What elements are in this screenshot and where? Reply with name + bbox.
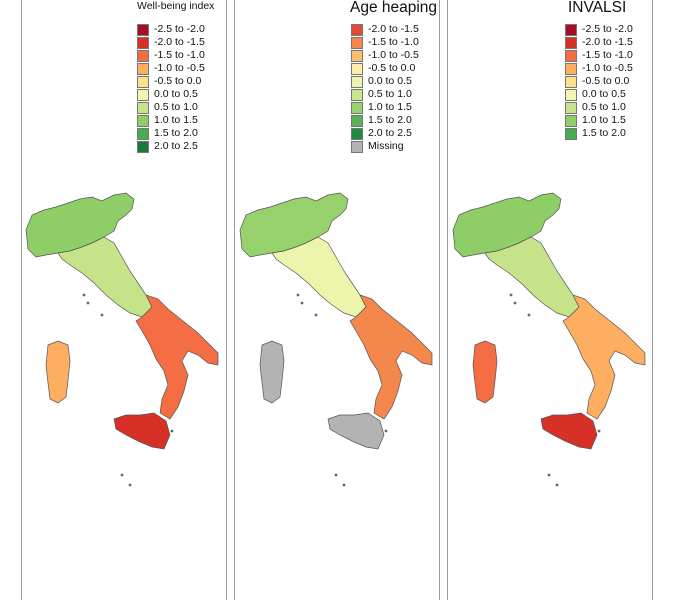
- region-sardinia: [472, 340, 498, 404]
- legend-label: -1.5 to -1.0: [154, 49, 205, 61]
- legend-label: -1.0 to -0.5: [154, 62, 205, 74]
- legend-swatch: [565, 128, 577, 140]
- region-sicily: [327, 412, 385, 450]
- small-island: [296, 293, 300, 297]
- legend-swatch: [137, 63, 149, 75]
- legend-label: 1.0 to 1.5: [368, 101, 412, 113]
- small-island: [384, 429, 388, 433]
- small-island: [82, 293, 86, 297]
- small-island: [509, 293, 513, 297]
- legend-swatch: [137, 76, 149, 88]
- legend-swatch: [565, 37, 577, 49]
- legend-swatch: [137, 24, 149, 36]
- legend-swatch: [565, 102, 577, 114]
- legend-label: 2.0 to 2.5: [154, 140, 198, 152]
- legend-label: -0.5 to 0.0: [368, 62, 416, 74]
- region-north: [25, 192, 135, 258]
- panel-title-age-heaping: Age heaping: [350, 0, 438, 16]
- legend-swatch: [351, 102, 363, 114]
- legend-swatch: [565, 50, 577, 62]
- region-sardinia: [45, 340, 71, 404]
- map-age-heaping: [239, 192, 433, 487]
- legend-swatch: [351, 63, 363, 75]
- region-south: [349, 294, 433, 420]
- legend-label: -1.0 to -0.5: [368, 49, 419, 61]
- legend-label: 0.5 to 1.0: [154, 101, 198, 113]
- panel-invalsi-frame: [447, 0, 653, 600]
- small-island: [513, 301, 517, 305]
- small-island: [334, 473, 338, 477]
- legend-swatch: [137, 50, 149, 62]
- legend-label: 1.5 to 2.0: [154, 127, 198, 139]
- map-well-being: [25, 192, 219, 487]
- region-south: [562, 294, 646, 420]
- legend-label: -2.0 to -1.5: [368, 23, 419, 35]
- legend-label: -1.5 to -1.0: [582, 49, 633, 61]
- legend-label: 0.0 to 0.5: [368, 75, 412, 87]
- small-island: [300, 301, 304, 305]
- legend-swatch: [565, 63, 577, 75]
- legend-swatch: [351, 141, 363, 153]
- region-sicily: [540, 412, 598, 450]
- small-island: [86, 301, 90, 305]
- legend-swatch: [565, 89, 577, 101]
- legend-label: 1.5 to 2.0: [368, 114, 412, 126]
- legend-swatch: [351, 50, 363, 62]
- panel-title-well-being: Well-being index: [137, 0, 215, 12]
- legend-label: 1.5 to 2.0: [582, 127, 626, 139]
- small-island: [527, 313, 531, 317]
- small-island: [170, 429, 174, 433]
- legend-swatch: [351, 115, 363, 127]
- region-sardinia: [259, 340, 285, 404]
- small-island: [342, 483, 346, 487]
- region-north: [239, 192, 349, 258]
- small-island: [597, 429, 601, 433]
- legend-swatch: [351, 89, 363, 101]
- small-island: [120, 473, 124, 477]
- legend-label: 1.0 to 1.5: [154, 114, 198, 126]
- small-island: [100, 313, 104, 317]
- legend-label: -2.0 to -1.5: [154, 36, 205, 48]
- legend-swatch: [565, 76, 577, 88]
- legend-swatch: [351, 76, 363, 88]
- panel-age-heaping-frame: [234, 0, 440, 600]
- legend-label: 0.5 to 1.0: [368, 88, 412, 100]
- region-south: [135, 294, 219, 420]
- legend-swatch: [137, 37, 149, 49]
- region-north: [452, 192, 562, 258]
- panel-well-being-frame: [21, 0, 227, 600]
- legend-label: 0.0 to 0.5: [154, 88, 198, 100]
- legend-swatch: [137, 128, 149, 140]
- legend-label: -2.0 to -1.5: [582, 36, 633, 48]
- region-sicily: [113, 412, 171, 450]
- legend-label: -0.5 to 0.0: [582, 75, 630, 87]
- small-island: [547, 473, 551, 477]
- small-island: [555, 483, 559, 487]
- legend-swatch: [351, 24, 363, 36]
- panel-title-invalsi: INVALSI: [568, 0, 627, 16]
- legend-swatch: [565, 115, 577, 127]
- map-invalsi: [452, 192, 646, 487]
- small-island: [314, 313, 318, 317]
- legend-swatch: [351, 37, 363, 49]
- legend-label: -0.5 to 0.0: [154, 75, 202, 87]
- legend-swatch: [565, 24, 577, 36]
- legend-label: Missing: [368, 140, 404, 152]
- legend-swatch: [137, 89, 149, 101]
- legend-swatch: [137, 141, 149, 153]
- legend-swatch: [137, 102, 149, 114]
- legend-label: -1.5 to -1.0: [368, 36, 419, 48]
- legend-swatch: [351, 128, 363, 140]
- legend-label: -1.0 to -0.5: [582, 62, 633, 74]
- legend-label: 0.0 to 0.5: [582, 88, 626, 100]
- legend-swatch: [137, 115, 149, 127]
- legend-label: -2.5 to -2.0: [582, 23, 633, 35]
- legend-label: 0.5 to 1.0: [582, 101, 626, 113]
- legend-label: -2.5 to -2.0: [154, 23, 205, 35]
- legend-label: 2.0 to 2.5: [368, 127, 412, 139]
- legend-label: 1.0 to 1.5: [582, 114, 626, 126]
- small-island: [128, 483, 132, 487]
